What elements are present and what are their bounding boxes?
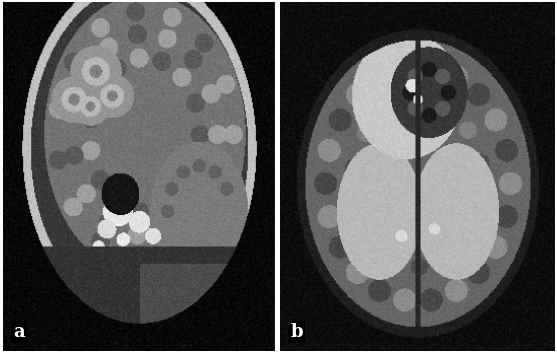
Text: a: a	[14, 323, 25, 341]
Text: b: b	[291, 323, 303, 341]
